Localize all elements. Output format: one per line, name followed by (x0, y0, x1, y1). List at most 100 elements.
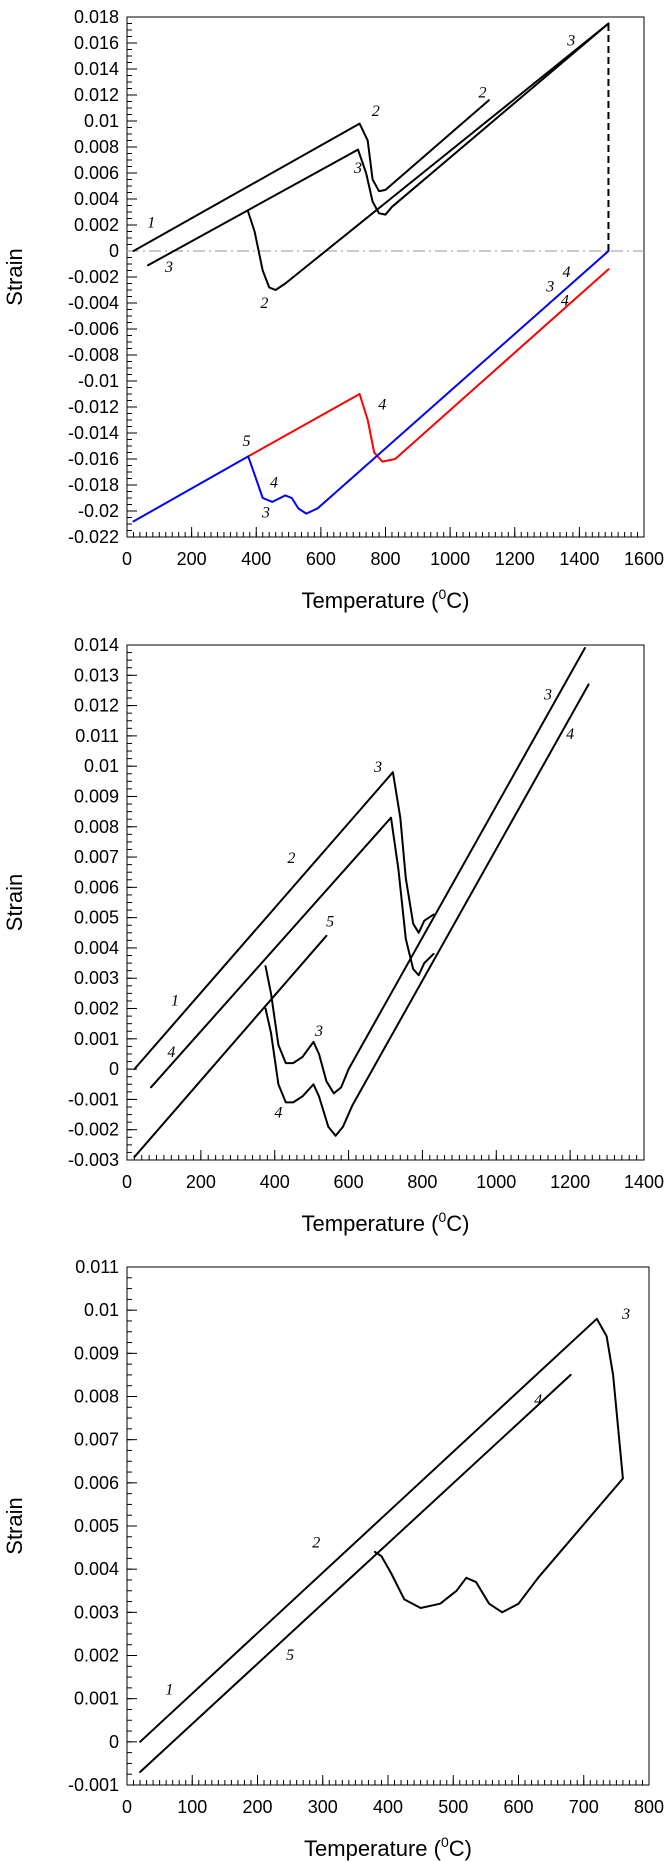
panel1-curve-label: 3 (353, 160, 362, 177)
panel3-y-tick-label: 0.011 (75, 1257, 119, 1277)
panel3-y-tick-label: 0.008 (74, 1387, 119, 1407)
panel1-y-axis-title: Strain (2, 248, 27, 305)
panel2-y-tick-label: 0.01 (84, 756, 119, 776)
panel2-series-line-1 (133, 771, 435, 1071)
panel1-y-tick-label: -0.022 (68, 527, 119, 547)
panel3-curve-label: 2 (312, 1535, 320, 1552)
panel3-y-tick-label: 0.001 (74, 1689, 119, 1709)
panel1-y-tick-label: 0.012 (74, 85, 119, 105)
panel2-x-tick-label: 1400 (624, 1172, 664, 1192)
panel3-x-axis-title: Temperature (0C) (304, 1834, 472, 1861)
panel2-curve-label: 5 (326, 914, 334, 931)
panel1-x-axis-title: Temperature (0C) (302, 586, 470, 613)
chart-panel-middle: 0 200 400 600 800 1000 1200 1400 -0.003 -0.002 -0.… (2, 635, 664, 1236)
panel3-series-line-2 (139, 1373, 572, 1773)
panel2-curve-label: 3 (314, 1023, 323, 1040)
panel3-y-tick-label: 0.002 (74, 1646, 119, 1666)
panel3-y-tick-label: 0 (109, 1732, 119, 1752)
panel1-y-tick-label: 0.018 (74, 7, 119, 27)
panel1-x-tick-label: 800 (370, 549, 400, 569)
panel1-curve-label: 4 (561, 293, 569, 310)
panel2-y-tick-label: -0.002 (68, 1120, 119, 1140)
panel2-series-line-5 (133, 934, 328, 1158)
panel1-x-tick-label: 1600 (624, 549, 664, 569)
panel3-x-tick-label: 0 (122, 1797, 132, 1817)
panel2-x-tick-label: 1000 (476, 1172, 516, 1192)
panel1-y-tick-label: -0.008 (68, 345, 119, 365)
panel1-curve-label: 2 (478, 85, 486, 102)
panel1-y-tick-label: 0.01 (84, 111, 119, 131)
panel2-y-tick-label: -0.003 (68, 1150, 119, 1170)
panel3-curve-label: 4 (534, 1392, 542, 1409)
panel2-curve-label: 4 (167, 1044, 175, 1061)
panel2-series-line-2 (150, 816, 435, 1089)
panel1-x-tick-label: 400 (241, 549, 271, 569)
panel2-series-line-4 (264, 683, 590, 1137)
panel2-x-axis-title: Temperature (0C) (302, 1209, 470, 1236)
panel2-y-axis-title: Strain (2, 874, 27, 931)
panel2-y-tick-label: 0.009 (74, 786, 119, 806)
panel3-curve-label: 5 (286, 1647, 294, 1664)
panel2-y-tick-label: 0.003 (74, 968, 119, 988)
panel2-x-tick-label: 800 (407, 1172, 437, 1192)
panel2-y-tick-label: -0.001 (68, 1089, 119, 1109)
panel3-y-tick-label: -0.001 (68, 1775, 119, 1795)
panel1-curve-label: 3 (261, 505, 270, 522)
panel1-curve-label: 1 (147, 215, 155, 232)
panel1-y-tick-label: -0.004 (68, 293, 119, 313)
panel1-series-line-1 (132, 99, 490, 252)
panel2-y-tick-label: 0.004 (74, 938, 119, 958)
panel1-curve-label: 5 (243, 433, 251, 450)
panel1-series-line-5 (132, 250, 610, 523)
panel2-x-tick-label: 0 (122, 1172, 132, 1192)
panel1-curve-label: 3 (545, 278, 554, 295)
panel1-x-tick-label: 1400 (559, 549, 599, 569)
panel1-y-tick-label: 0.008 (74, 137, 119, 157)
panel2-curve-label: 4 (274, 1105, 282, 1122)
panel1-y-tick-label: -0.006 (68, 319, 119, 339)
panel3-x-tick-label: 100 (177, 1797, 207, 1817)
panel3-x-tick-label: 300 (308, 1797, 338, 1817)
panel1-y-tick-label: 0.016 (74, 33, 119, 53)
panel2-curve-label: 1 (171, 993, 179, 1010)
panel1-y-tick-label: -0.01 (78, 371, 119, 391)
panel2-curve-label: 3 (373, 759, 382, 776)
panel3-series-line-1 (139, 1317, 624, 1743)
panel1-y-tick-label: -0.014 (68, 423, 119, 443)
panel1-y-tick-label: -0.02 (78, 501, 119, 521)
panel1-y-tick-label: -0.016 (68, 449, 119, 469)
panel2-y-tick-label: 0 (109, 1059, 119, 1079)
panel3-x-tick-label: 500 (438, 1797, 468, 1817)
panel1-x-tick-label: 200 (177, 549, 207, 569)
panel1-y-tick-label: 0.004 (74, 189, 119, 209)
panel2-y-tick-label: 0.005 (74, 908, 119, 928)
panel1-y-tick-label: 0.006 (74, 163, 119, 183)
panel2-x-tick-label: 1200 (550, 1172, 590, 1192)
panel3-plot-frame (126, 1266, 650, 1786)
panel1-curve-label: 2 (372, 103, 380, 120)
panel3-y-tick-label: 0.009 (74, 1343, 119, 1363)
panel3-y-tick-label: 0.003 (74, 1602, 119, 1622)
panel3-x-tick-label: 800 (634, 1797, 664, 1817)
panel3-curve-label: 1 (165, 1681, 173, 1698)
panel1-curve-label: 4 (562, 264, 570, 281)
panel1-y-tick-label: 0 (109, 241, 119, 261)
panel2-y-tick-label: 0.008 (74, 817, 119, 837)
panel2-y-tick-label: 0.002 (74, 999, 119, 1019)
panel1-y-tick-label: 0.002 (74, 215, 119, 235)
panel2-y-tick-label: 0.007 (74, 847, 119, 867)
panel3-x-tick-label: 200 (242, 1797, 272, 1817)
chart-panel-top: 0 200 400 600 800 1000 1200 1400 1600-0.022-0.02… (2, 7, 664, 613)
panel2-y-tick-label: 0.011 (75, 726, 119, 746)
panel2-y-tick-label: 0.014 (74, 635, 119, 655)
panel3-y-tick-label: 0.01 (84, 1300, 119, 1320)
panel2-x-tick-label: 400 (260, 1172, 290, 1192)
panel1-x-tick-label: 600 (306, 549, 336, 569)
panel2-series-line-3 (264, 647, 586, 1095)
panel1-y-tick-label: -0.002 (68, 267, 119, 287)
panel1-curve-label: 4 (270, 475, 278, 492)
panel1-y-tick-label: -0.018 (68, 475, 119, 495)
panel2-curve-label: 2 (287, 850, 295, 867)
panel1-x-tick-label: 0 (122, 549, 132, 569)
